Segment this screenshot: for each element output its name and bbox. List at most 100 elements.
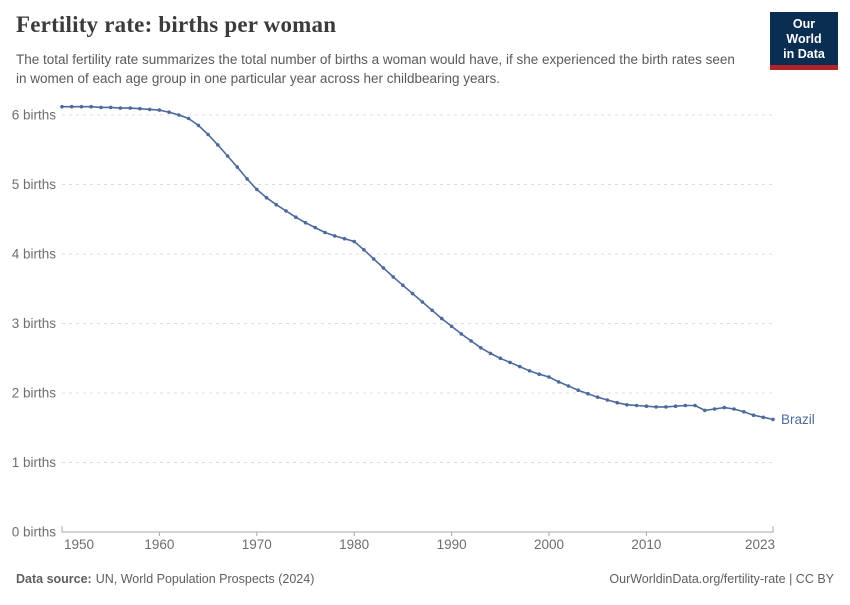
data-point-marker[interactable] (488, 351, 493, 356)
data-point-marker[interactable] (196, 123, 201, 128)
data-point-marker[interactable] (89, 104, 93, 109)
chart-footer: Data source: UN, World Population Prospec… (16, 572, 834, 586)
data-point-marker[interactable] (712, 407, 717, 411)
data-point-marker[interactable] (60, 104, 64, 109)
data-point-marker[interactable] (186, 116, 191, 121)
data-point-marker[interactable] (225, 154, 230, 158)
data-point-marker[interactable] (118, 106, 123, 110)
data-point-marker[interactable] (147, 107, 152, 112)
data-point-marker[interactable] (703, 408, 707, 413)
x-axis (61, 526, 774, 533)
x-tick-label: 2000 (534, 537, 564, 552)
data-point-marker[interactable] (751, 413, 756, 418)
data-point-marker[interactable] (576, 388, 580, 393)
data-point-marker[interactable] (605, 398, 610, 402)
data-point-marker[interactable] (527, 369, 532, 373)
data-point-marker[interactable] (732, 407, 736, 411)
data-point-marker[interactable] (625, 403, 629, 407)
data-point-marker[interactable] (303, 220, 308, 225)
data-point-marker[interactable] (518, 364, 522, 369)
data-point-marker[interactable] (693, 403, 697, 408)
data-point-marker[interactable] (216, 143, 220, 147)
data-point-marker[interactable] (108, 105, 113, 110)
data-point-marker[interactable] (654, 405, 658, 409)
data-point-marker[interactable] (420, 300, 425, 304)
data-point-marker[interactable] (556, 380, 561, 384)
data-point-marker[interactable] (469, 339, 473, 343)
x-tick-label: 2010 (631, 537, 661, 552)
data-point-marker[interactable] (264, 195, 269, 200)
data-point-marker[interactable] (332, 234, 337, 238)
data-point-marker[interactable] (508, 360, 512, 365)
y-tick-label: 1 births (12, 455, 57, 470)
data-point-marker[interactable] (167, 110, 171, 114)
x-tick-label: 1970 (242, 537, 272, 552)
fertility-line[interactable] (61, 105, 774, 421)
data-point-marker[interactable] (410, 291, 415, 296)
series-label-brazil: Brazil (781, 412, 815, 427)
data-point-marker[interactable] (498, 356, 503, 361)
data-point-marker[interactable] (138, 106, 142, 111)
data-point-marker[interactable] (479, 346, 483, 350)
data-point-marker[interactable] (294, 215, 298, 219)
y-tick-label: 6 births (12, 108, 57, 123)
data-point-marker[interactable] (440, 316, 444, 321)
data-point-marker[interactable] (391, 275, 396, 279)
data-point-marker[interactable] (245, 177, 249, 181)
data-point-marker[interactable] (352, 239, 357, 244)
data-point-marker[interactable] (673, 404, 678, 409)
data-point-marker[interactable] (430, 308, 434, 313)
data-point-marker[interactable] (323, 230, 327, 235)
x-tick-label: 1950 (64, 537, 94, 552)
data-point-marker[interactable] (362, 248, 366, 252)
data-point-marker[interactable] (771, 417, 775, 422)
data-point-marker[interactable] (254, 187, 259, 192)
data-source-label: Data source: (16, 572, 92, 586)
data-point-marker[interactable] (79, 104, 84, 109)
data-point-marker[interactable] (449, 324, 454, 329)
y-tick-label: 5 births (12, 177, 57, 192)
y-tick-label: 4 births (12, 247, 57, 262)
data-point-marker[interactable] (644, 404, 649, 409)
chart-subtitle: The total fertility rate summarizes the … (16, 52, 735, 86)
owid-logo-line1: Our World (786, 17, 822, 46)
data-point-marker[interactable] (371, 257, 376, 261)
owid-logo[interactable]: Our World in Data (770, 12, 838, 71)
data-point-marker[interactable] (274, 202, 279, 207)
data-source: Data source: UN, World Population Prospec… (16, 572, 314, 586)
page-title: Fertility rate: births per woman (16, 12, 337, 37)
data-point-marker[interactable] (664, 405, 668, 409)
data-point-marker[interactable] (313, 225, 318, 230)
owid-link[interactable]: OurWorldinData.org/fertility-rate | CC B… (609, 572, 834, 586)
data-point-marker[interactable] (177, 113, 181, 117)
data-point-marker[interactable] (595, 395, 600, 400)
x-tick-label: 1980 (339, 537, 369, 552)
data-point-marker[interactable] (206, 132, 210, 137)
data-point-marker[interactable] (99, 105, 103, 110)
data-point-marker[interactable] (69, 104, 74, 109)
data-point-marker[interactable] (547, 375, 551, 379)
data-point-marker[interactable] (537, 372, 541, 377)
y-tick-label: 0 births (12, 525, 57, 540)
data-point-marker[interactable] (381, 266, 386, 270)
data-point-marker[interactable] (401, 283, 405, 288)
data-point-marker[interactable] (634, 403, 639, 408)
data-point-marker[interactable] (615, 400, 619, 405)
data-point-marker[interactable] (157, 108, 162, 112)
data-point-marker[interactable] (459, 332, 464, 336)
data-point-marker[interactable] (586, 391, 590, 396)
data-point-marker[interactable] (284, 209, 288, 213)
data-point-marker[interactable] (742, 410, 746, 414)
data-source-text: UN, World Population Prospects (2024) (95, 572, 315, 586)
data-point-marker[interactable] (683, 403, 688, 408)
data-point-marker[interactable] (342, 236, 347, 241)
x-tick-label: 2023 (745, 537, 775, 552)
y-tick-label: 2 births (12, 386, 57, 401)
data-point-marker[interactable] (235, 165, 240, 169)
data-point-marker[interactable] (566, 384, 571, 388)
data-point-marker[interactable] (722, 405, 727, 410)
data-point-marker[interactable] (761, 415, 766, 420)
data-point-marker[interactable] (128, 106, 132, 110)
